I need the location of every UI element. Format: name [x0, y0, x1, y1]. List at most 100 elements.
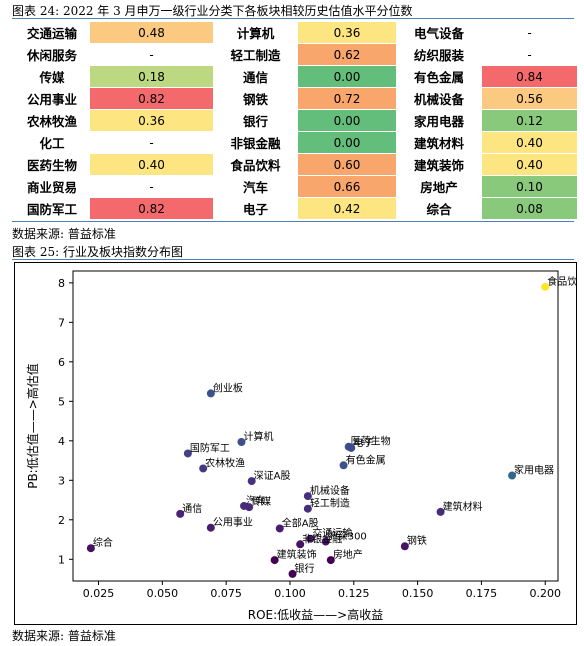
industry-label: 纺织服装 — [396, 43, 482, 66]
scatter-chart: 0.025 0.050 0.075 0.100 0.125 0.150 0.175 0.200… — [25, 270, 584, 622]
data-point — [303, 504, 312, 513]
point-label: 国防军工 — [190, 441, 230, 454]
y-tick-label: 5 — [58, 395, 65, 408]
industry-label: 化工 — [14, 131, 90, 154]
point-label: 银行 — [295, 562, 315, 575]
point-label: 全部A股 — [282, 516, 319, 529]
industry-label: 农林牧渔 — [14, 109, 90, 132]
y-tick-label: 2 — [58, 514, 65, 527]
industry-label: 非银金融 — [213, 131, 298, 154]
y-tick-label: 7 — [58, 316, 65, 329]
table-row: 休闲服务 - 轻工制造 0.62 纺织服装 - — [14, 43, 577, 66]
percentile-value: - — [482, 21, 577, 44]
table-bottom-rule — [12, 221, 574, 222]
point-label: 交通运输 — [312, 527, 352, 540]
percentile-value: 0.82 — [90, 197, 213, 220]
industry-label: 建筑装饰 — [396, 153, 482, 176]
data-point — [326, 556, 335, 565]
percentile-value: 0.36 — [90, 109, 213, 132]
valuation-table: 交通运输 0.48 计算机 0.36 电气设备 - 休闲服务 - 轻工制造 0.62 纺织服装 - 传媒… — [14, 21, 577, 220]
data-point — [275, 524, 284, 533]
point-label: 农林牧渔 — [205, 456, 245, 469]
percentile-value: 0.84 — [482, 65, 577, 88]
y-tick-label: 6 — [58, 356, 65, 369]
x-tick-label: 0.050 — [147, 587, 179, 600]
point-label: 计算机 — [243, 430, 273, 443]
percentile-value: 0.36 — [298, 21, 396, 44]
data-point — [270, 556, 279, 565]
point-label: 医药生物 — [351, 435, 391, 448]
industry-label: 公用事业 — [14, 87, 90, 110]
point-label: 创业板 — [213, 381, 243, 394]
industry-label: 钢铁 — [213, 87, 298, 110]
data-point — [183, 449, 192, 458]
percentile-value: - — [90, 175, 213, 198]
table-source: 数据来源: 普益标准 — [12, 227, 116, 241]
industry-label: 房地产 — [396, 175, 482, 198]
data-point — [508, 471, 517, 480]
data-point — [347, 443, 356, 452]
point-label: 食品饮料 — [547, 275, 576, 288]
y-tick-label: 8 — [58, 277, 65, 290]
industry-label: 休闲服务 — [14, 43, 90, 66]
x-tick-label: 0.125 — [338, 587, 370, 600]
data-point — [245, 503, 254, 512]
point-label: 钢铁 — [407, 534, 427, 547]
industry-label: 汽车 — [213, 175, 298, 198]
data-point — [339, 461, 348, 470]
data-point — [176, 509, 185, 518]
industry-label: 机械设备 — [396, 87, 482, 110]
industry-label: 家用电器 — [396, 109, 482, 132]
caption-rule — [12, 18, 574, 19]
scatter-chart-frame: 0.025 0.050 0.075 0.100 0.125 0.150 0.175 0.200… — [14, 262, 584, 625]
industry-label: 食品饮料 — [213, 153, 298, 176]
y-tick-label: 3 — [58, 474, 65, 487]
percentile-value: - — [90, 131, 213, 154]
percentile-value: 0.40 — [90, 153, 213, 176]
percentile-value: 0.56 — [482, 87, 577, 110]
chart-caption: 图表 25: 行业及板块指数分布图 — [12, 245, 183, 259]
industry-label: 轻工制造 — [213, 43, 298, 66]
point-label: 综合 — [93, 536, 113, 549]
data-point — [199, 464, 208, 473]
percentile-value: 0.82 — [90, 87, 213, 110]
data-point — [206, 523, 215, 532]
industry-label: 有色金属 — [396, 65, 482, 88]
table-row: 化工 - 非银金融 0.00 建筑材料 0.40 — [14, 131, 577, 154]
x-tick-label: 0.175 — [466, 587, 498, 600]
percentile-value: 0.42 — [298, 197, 396, 220]
percentile-value: 0.72 — [298, 87, 396, 110]
percentile-value: 0.40 — [482, 131, 577, 154]
x-tick-label: 0.100 — [274, 587, 306, 600]
industry-label: 医药生物 — [14, 153, 90, 176]
data-point — [541, 282, 550, 291]
percentile-value: 0.60 — [298, 153, 396, 176]
point-label: 家用电器 — [514, 464, 554, 477]
point-label: 深证A股 — [254, 470, 291, 482]
point-label: 机械设备 — [310, 484, 350, 497]
percentile-value: 0.18 — [90, 65, 213, 88]
percentile-value: 0.10 — [482, 175, 577, 198]
industry-label: 国防军工 — [14, 197, 90, 220]
percentile-value: 0.00 — [298, 65, 396, 88]
percentile-value: 0.40 — [482, 153, 577, 176]
percentile-value: 0.00 — [298, 109, 396, 132]
percentile-value: 0.08 — [482, 197, 577, 220]
data-point — [237, 437, 246, 446]
table-row: 传媒 0.18 通信 0.00 有色金属 0.84 — [14, 65, 577, 88]
point-label: 房地产 — [333, 548, 363, 561]
data-point — [288, 569, 297, 578]
point-label: 建筑材料 — [443, 500, 483, 513]
industry-label: 建筑材料 — [396, 131, 482, 154]
industry-label: 商业贸易 — [14, 175, 90, 198]
table-row: 国防军工 0.82 电子 0.42 综合 0.08 — [14, 197, 577, 220]
point-label: 沪深300 — [328, 530, 367, 543]
percentile-value: - — [90, 43, 213, 66]
data-point — [247, 477, 256, 486]
point-label: 轻工制造 — [310, 497, 350, 510]
percentile-value: 0.48 — [90, 21, 213, 44]
industry-label: 传媒 — [14, 65, 90, 88]
percentile-value: 0.62 — [298, 43, 396, 66]
data-point — [306, 534, 315, 543]
x-tick-label: 0.075 — [210, 587, 242, 600]
